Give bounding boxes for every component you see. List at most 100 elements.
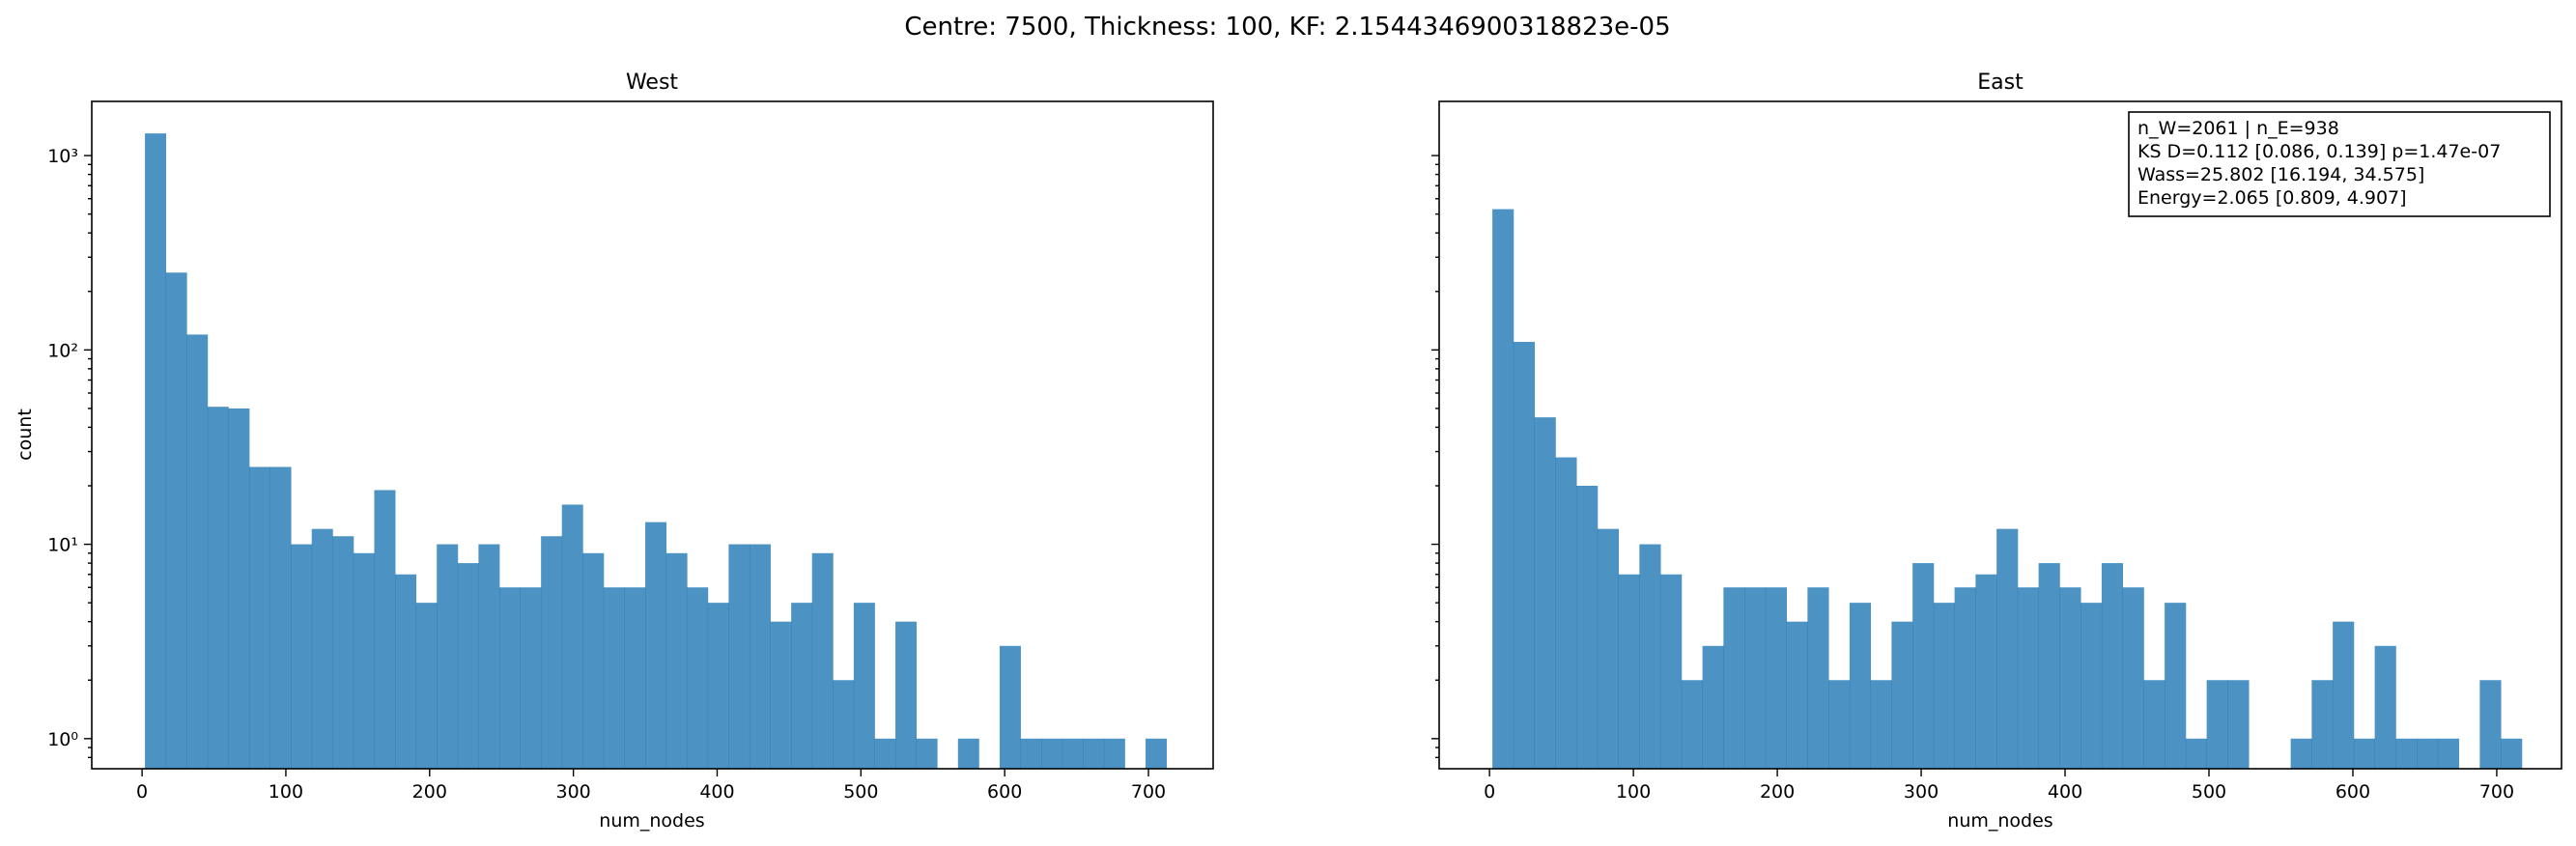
west-x-tick-label: 500 xyxy=(843,781,878,803)
figure-suptitle: Centre: 7500, Thickness: 100, KF: 2.1544… xyxy=(904,13,1670,42)
east-bar xyxy=(1849,603,1872,769)
east-bar xyxy=(1597,528,1620,769)
west-bar xyxy=(833,680,855,769)
west-bar xyxy=(707,603,729,769)
west-x-ticks: 0 100 200 300 400 500 600 700 xyxy=(136,769,1166,803)
west-bar xyxy=(457,563,479,769)
east-bar xyxy=(2206,680,2228,769)
west-bar xyxy=(561,504,583,769)
east-bar xyxy=(2081,603,2103,769)
west-y-tick-label: 10¹ xyxy=(47,535,78,556)
east-bar xyxy=(1492,209,1514,769)
west-bar xyxy=(478,544,500,769)
west-x-tick-label: 700 xyxy=(1131,781,1166,803)
west-bar xyxy=(687,587,709,769)
west-bar xyxy=(665,552,688,769)
east-bar xyxy=(2101,563,2124,769)
east-bar xyxy=(2290,738,2312,769)
east-bar xyxy=(2395,738,2418,769)
east-x-ticks: 0 100 200 300 400 500 600 700 xyxy=(1484,769,2514,803)
east-bar xyxy=(1786,621,1808,769)
east-bar xyxy=(2165,603,2187,769)
west-bars xyxy=(145,133,1168,770)
west-x-tick-label: 100 xyxy=(269,781,303,803)
west-bar xyxy=(1083,738,1105,769)
east-bar xyxy=(1639,544,1661,769)
east-bar xyxy=(1765,587,1788,769)
east-bar xyxy=(1933,603,1956,769)
east-bar xyxy=(2311,680,2334,769)
west-y-ticks: 10⁰ 10¹ 10² 10³ xyxy=(47,146,92,759)
east-bar xyxy=(1702,645,1724,769)
east-bar xyxy=(2374,645,2396,769)
east-x-tick-label: 200 xyxy=(1760,781,1795,803)
west-bar xyxy=(520,587,542,769)
west-bar xyxy=(1020,738,1042,769)
east-x-tick-label: 500 xyxy=(2192,781,2226,803)
east-bar xyxy=(2501,738,2523,769)
east-bar xyxy=(1975,574,1997,769)
east-bar xyxy=(2122,587,2144,769)
east-bar xyxy=(2143,680,2166,769)
west-bar xyxy=(1062,738,1084,769)
west-bar xyxy=(415,603,438,769)
west-y-tick-label: 10² xyxy=(47,340,78,361)
west-bar xyxy=(228,408,250,769)
east-bar xyxy=(1534,417,1556,769)
west-bar xyxy=(603,587,625,769)
east-bar xyxy=(1744,587,1767,769)
west-y-tick-label: 10³ xyxy=(47,146,78,167)
west-bar xyxy=(186,334,209,769)
west-bar xyxy=(311,528,333,769)
east-x-tick-label: 700 xyxy=(2479,781,2514,803)
west-bar xyxy=(999,645,1021,769)
east-x-axis-label: num_nodes xyxy=(1947,810,2052,832)
east-bars xyxy=(1492,209,2523,769)
east-bar xyxy=(1891,621,1913,769)
west-bar xyxy=(811,552,834,769)
east-title: East xyxy=(1977,70,2024,95)
west-x-tick-label: 200 xyxy=(412,781,447,803)
west-bar xyxy=(582,552,605,769)
west-bar xyxy=(624,587,646,769)
west-x-tick-label: 400 xyxy=(699,781,734,803)
stats-box-frame xyxy=(2128,111,2551,217)
west-bar xyxy=(1041,738,1063,769)
east-bar xyxy=(1555,457,1577,769)
west-x-tick-label: 0 xyxy=(136,781,148,803)
west-bar xyxy=(1103,738,1125,769)
east-x-tick-label: 400 xyxy=(2048,781,2082,803)
west-bar xyxy=(916,738,938,769)
west-bar xyxy=(895,621,918,769)
west-y-axis-label: count xyxy=(14,409,36,461)
west-bar xyxy=(248,466,270,769)
west-bar xyxy=(749,544,771,769)
east-bar xyxy=(1954,587,1976,769)
east-bar xyxy=(2353,738,2376,769)
west-bar xyxy=(395,574,417,769)
west-bar xyxy=(207,407,229,769)
east-bar xyxy=(1723,587,1745,769)
east-bar xyxy=(1513,342,1536,769)
west-bar xyxy=(1146,738,1168,769)
stats-line-wass: Wass=25.802 [16.194, 34.575] xyxy=(2137,164,2424,185)
east-bar xyxy=(2185,738,2208,769)
west-bar xyxy=(269,466,292,769)
west-bar xyxy=(374,490,396,769)
east-bar xyxy=(2017,587,2040,769)
east-bar xyxy=(1828,680,1851,769)
east-panel: East 0 100 200 300 400 500 600 700 num_nodes n_… xyxy=(1431,70,2562,832)
east-bar xyxy=(1660,574,1683,769)
west-bar xyxy=(645,522,667,769)
west-bar xyxy=(498,587,521,769)
west-bar xyxy=(770,621,792,769)
stats-box: n_W=2061 | n_E=938 KS D=0.112 [0.086, 0.… xyxy=(2128,111,2551,217)
east-bar xyxy=(1681,680,1704,769)
west-title: West xyxy=(626,70,678,95)
east-bar xyxy=(1807,587,1829,769)
east-bar xyxy=(2038,563,2060,769)
west-bar xyxy=(165,272,187,769)
west-bar xyxy=(291,544,313,769)
west-y-tick-label: 10⁰ xyxy=(47,729,78,750)
